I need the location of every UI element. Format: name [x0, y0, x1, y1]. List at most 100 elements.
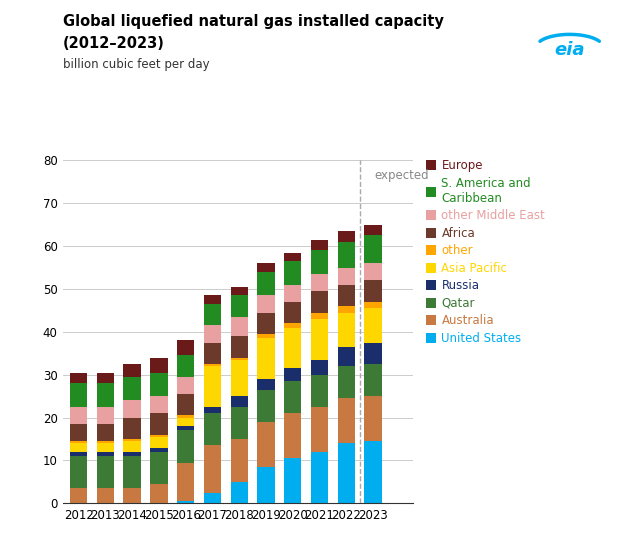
Bar [123, 400, 141, 418]
Bar [310, 291, 328, 312]
Bar [284, 327, 302, 368]
Bar [364, 302, 382, 308]
Bar [123, 418, 141, 439]
Bar [257, 467, 275, 503]
Bar [177, 426, 195, 430]
Bar [70, 407, 88, 424]
Bar [230, 359, 248, 396]
Bar [257, 390, 275, 422]
Text: expected: expected [374, 169, 429, 182]
Bar [70, 383, 88, 407]
Bar [203, 366, 221, 407]
Bar [337, 366, 355, 398]
Bar [337, 306, 355, 312]
Bar [257, 422, 275, 467]
Bar [230, 358, 248, 359]
Bar [284, 413, 302, 458]
Bar [310, 319, 328, 359]
Bar [364, 263, 382, 280]
Bar [123, 488, 141, 503]
Bar [97, 441, 114, 444]
Bar [337, 268, 355, 285]
Bar [177, 501, 195, 503]
Legend: Europe, S. America and
Caribbean, other Middle East, Africa, other, Asia Pacific: Europe, S. America and Caribbean, other … [426, 159, 545, 345]
Bar [123, 452, 141, 456]
Bar [177, 356, 195, 377]
Bar [364, 364, 382, 396]
Bar [123, 377, 141, 400]
Bar [97, 373, 114, 383]
Bar [284, 368, 302, 381]
Bar [203, 445, 221, 493]
Text: eia: eia [555, 41, 585, 59]
Bar [284, 381, 302, 413]
Bar [364, 236, 382, 263]
Bar [123, 364, 141, 377]
Bar [230, 287, 248, 295]
Bar [150, 413, 168, 435]
Bar [364, 225, 382, 236]
Bar [177, 415, 195, 418]
Bar [177, 340, 195, 356]
Bar [310, 312, 328, 319]
Bar [230, 396, 248, 407]
Bar [364, 396, 382, 441]
Bar [97, 383, 114, 407]
Bar [257, 334, 275, 338]
Bar [230, 317, 248, 336]
Bar [310, 359, 328, 375]
Bar [257, 295, 275, 312]
Bar [177, 430, 195, 462]
Bar [257, 338, 275, 379]
Bar [70, 488, 88, 503]
Bar [337, 347, 355, 366]
Bar [284, 323, 302, 327]
Bar [364, 441, 382, 503]
Bar [123, 456, 141, 488]
Bar [150, 396, 168, 413]
Bar [337, 242, 355, 268]
Bar [123, 441, 141, 452]
Bar [97, 444, 114, 452]
Bar [70, 456, 88, 488]
Bar [177, 394, 195, 415]
Bar [203, 493, 221, 503]
Bar [70, 373, 88, 383]
Text: Global liquefied natural gas installed capacity: Global liquefied natural gas installed c… [63, 14, 443, 29]
Bar [97, 456, 114, 488]
Bar [284, 458, 302, 503]
Text: billion cubic feet per day: billion cubic feet per day [63, 58, 209, 71]
Bar [177, 377, 195, 394]
Bar [257, 272, 275, 295]
Bar [310, 251, 328, 274]
Bar [203, 295, 221, 304]
Bar [257, 379, 275, 390]
Bar [70, 441, 88, 444]
Bar [364, 280, 382, 302]
Bar [230, 439, 248, 482]
Bar [203, 413, 221, 445]
Bar [230, 295, 248, 317]
Bar [310, 407, 328, 452]
Bar [257, 263, 275, 272]
Bar [284, 253, 302, 261]
Bar [97, 407, 114, 424]
Bar [97, 488, 114, 503]
Bar [337, 444, 355, 503]
Bar [150, 437, 168, 447]
Bar [284, 302, 302, 323]
Bar [230, 336, 248, 358]
Bar [177, 462, 195, 501]
Bar [203, 304, 221, 325]
Bar [284, 261, 302, 285]
Bar [337, 231, 355, 242]
Bar [150, 358, 168, 373]
Bar [310, 239, 328, 251]
Bar [150, 373, 168, 396]
Bar [364, 308, 382, 342]
Bar [230, 482, 248, 503]
Bar [203, 325, 221, 342]
Bar [337, 285, 355, 306]
Bar [70, 424, 88, 441]
Bar [177, 418, 195, 426]
